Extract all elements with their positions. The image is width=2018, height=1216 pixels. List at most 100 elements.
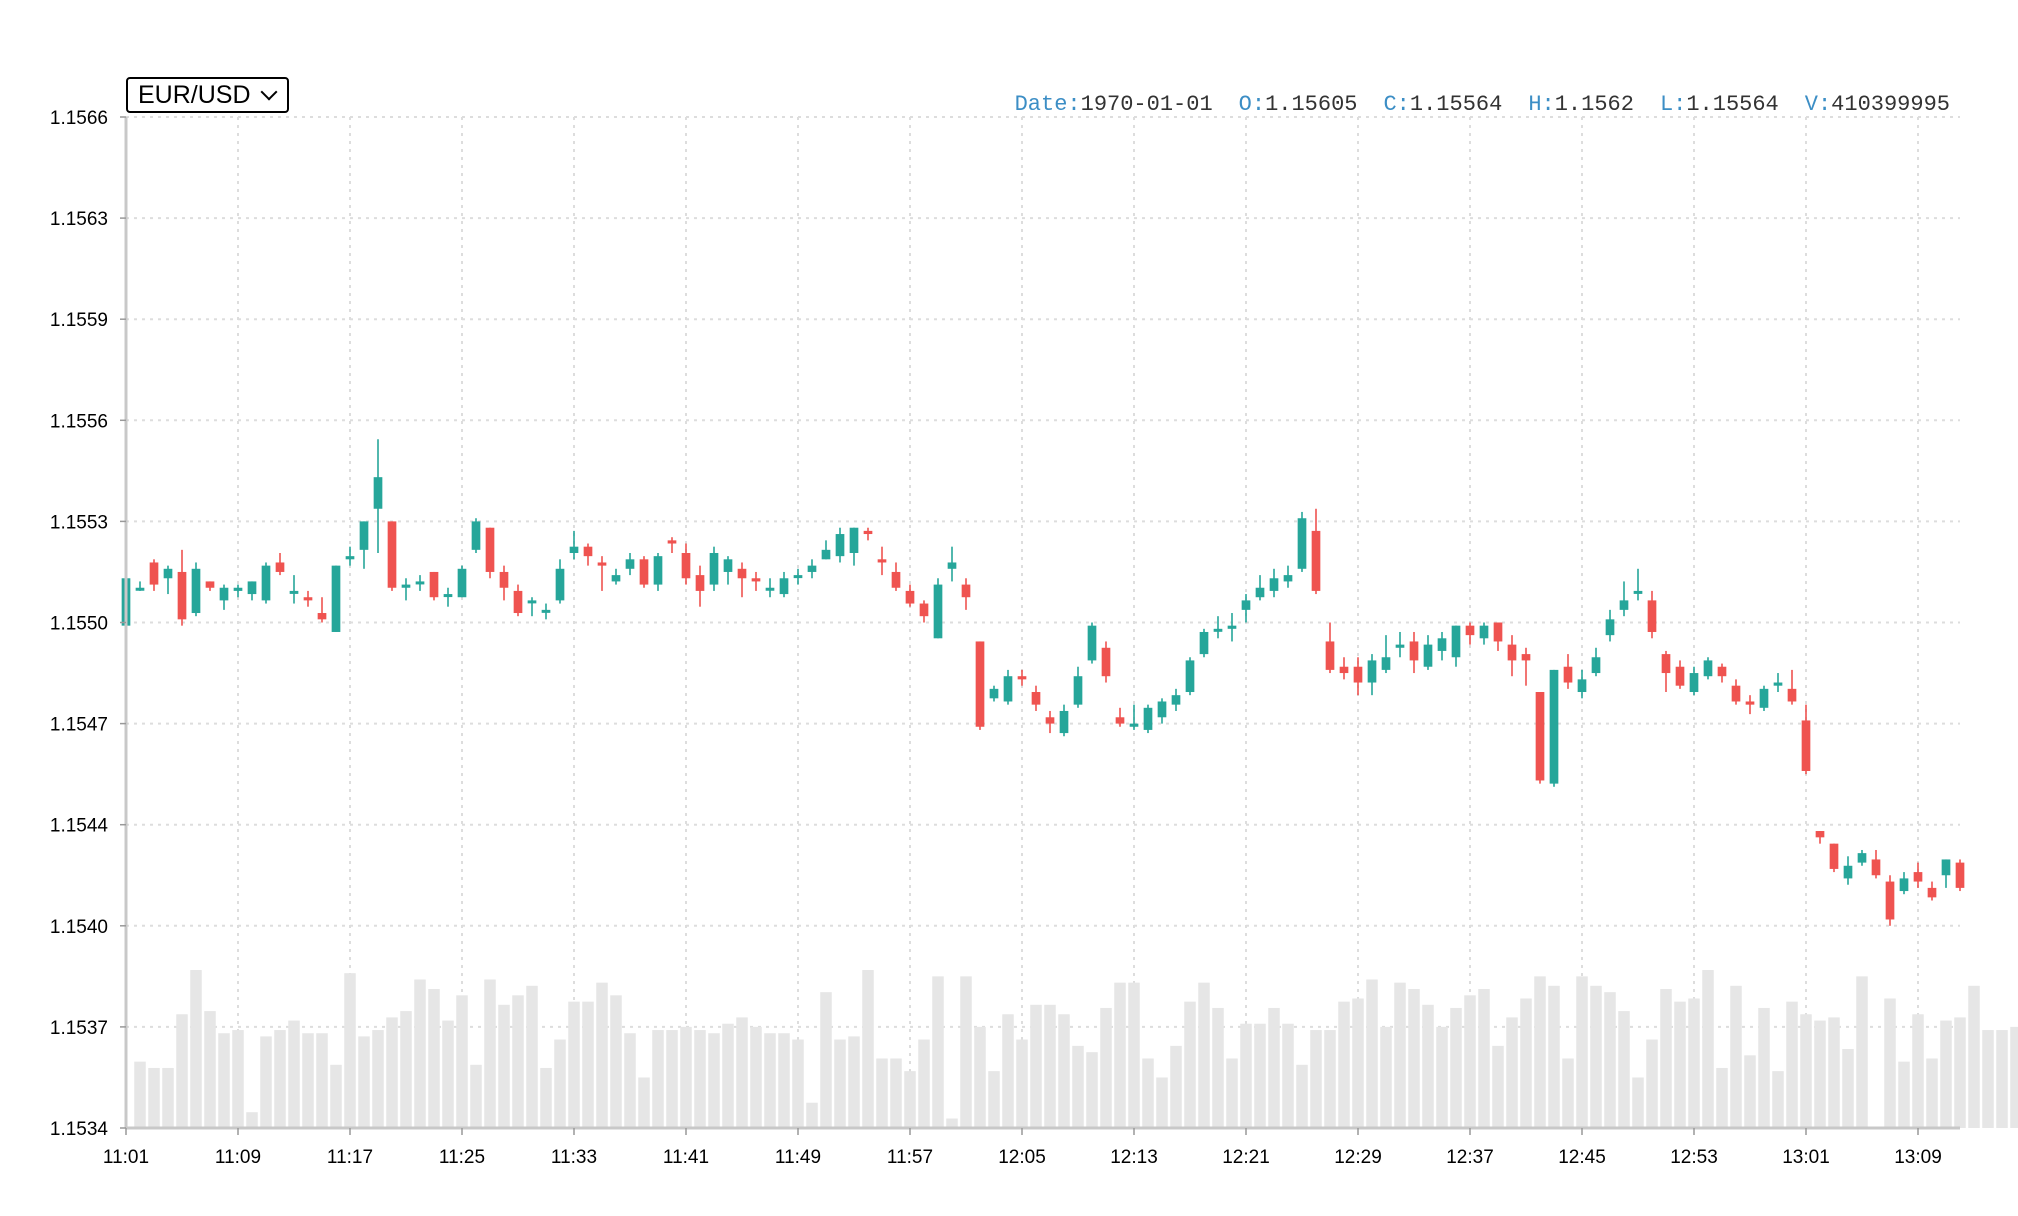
volume-bar <box>918 1039 930 1128</box>
volume-bar <box>1968 985 1980 1128</box>
volume-bar <box>988 1071 1000 1128</box>
candle-down <box>583 543 593 566</box>
volume-bar <box>1268 1007 1280 1128</box>
volume-bar <box>428 988 440 1128</box>
volume-bar <box>820 992 832 1128</box>
volume-bar <box>386 1017 398 1128</box>
volume-bar <box>1422 1004 1434 1128</box>
candle-up <box>191 562 201 617</box>
candle-down <box>149 559 159 591</box>
candle-body <box>653 556 663 585</box>
candle-down <box>1409 631 1419 674</box>
candle-up <box>331 565 341 632</box>
candle-down <box>1675 660 1685 689</box>
legend-close-value: 1.15564 <box>1409 92 1503 117</box>
candle-body <box>527 600 537 604</box>
volume-bar <box>1282 1023 1294 1128</box>
y-axis-ticks: 1.1566 1.1563 1.1559 1.1556 1.1553 1.1550 1.15… <box>50 108 126 1140</box>
volume-bar <box>1912 1014 1924 1128</box>
volume-bar <box>1940 1020 1952 1128</box>
candle-down <box>1927 881 1937 901</box>
candle-up <box>1773 673 1783 693</box>
candle-up <box>1381 635 1391 674</box>
candle-up <box>233 584 243 598</box>
volume-bar <box>610 995 622 1128</box>
candle-body <box>1619 600 1629 610</box>
volume-bar <box>1884 998 1896 1128</box>
candle-body <box>1577 679 1587 693</box>
volume-bar <box>750 1026 762 1128</box>
y-tick-label: 1.1559 <box>50 310 108 331</box>
volume-bar <box>134 1061 146 1128</box>
candle-body <box>625 559 635 569</box>
volume-bar <box>862 970 874 1128</box>
x-tick-label: 11:01 <box>103 1147 149 1168</box>
volume-bar <box>1212 1007 1224 1128</box>
volume-bar <box>176 1014 188 1128</box>
volume-bars <box>134 970 2018 1128</box>
volume-bar <box>1954 1017 1966 1128</box>
x-tick-label: 12:45 <box>1558 1147 1606 1168</box>
candle-body <box>1451 625 1461 658</box>
candle-body <box>1899 878 1909 892</box>
candle-body <box>1185 660 1195 693</box>
candle-body <box>289 590 299 594</box>
volume-bar <box>694 1030 706 1128</box>
volume-bar <box>848 1036 860 1128</box>
candle-body <box>261 565 271 601</box>
volume-bar <box>246 1112 258 1128</box>
candle-body <box>1115 717 1125 724</box>
volume-bar <box>1254 1023 1266 1128</box>
x-tick-label: 12:29 <box>1334 1147 1382 1168</box>
candle-body <box>1073 676 1083 705</box>
candle-body <box>933 584 943 639</box>
candle-body <box>1395 644 1405 648</box>
candle-up <box>1003 669 1013 705</box>
volume-bar <box>1590 985 1602 1128</box>
volume-bar <box>1450 1007 1462 1128</box>
volume-bar <box>1562 1058 1574 1128</box>
candle-down <box>1745 695 1755 715</box>
candle-body <box>205 581 215 588</box>
volume-bar <box>330 1064 342 1128</box>
candle-body <box>1339 666 1349 674</box>
volume-bar <box>778 1033 790 1128</box>
candle-body <box>1367 660 1377 683</box>
candle-up <box>1241 594 1251 623</box>
candle-body <box>1381 657 1391 670</box>
volume-bar <box>1618 1011 1630 1128</box>
candle-body <box>1675 666 1685 686</box>
volume-bar <box>1058 1014 1070 1128</box>
candle-body <box>345 556 355 560</box>
y-tick-label: 1.1544 <box>50 816 109 837</box>
volume-bar <box>1492 1045 1504 1128</box>
candle-up <box>1087 622 1097 664</box>
candle-body <box>765 587 775 591</box>
candle-body <box>1269 578 1279 591</box>
candle-down <box>1829 843 1839 873</box>
volume-bar <box>1730 985 1742 1128</box>
volume-bar <box>568 1001 580 1128</box>
volume-bar <box>1128 982 1140 1128</box>
volume-bar <box>736 1017 748 1128</box>
candle-body <box>163 568 173 579</box>
candle-body <box>723 559 733 572</box>
candle-body <box>1927 887 1937 898</box>
candle-up <box>989 685 999 702</box>
candle-up <box>709 546 719 591</box>
volume-bar <box>1814 1020 1826 1128</box>
candle-body <box>303 597 313 601</box>
ohlc-legend: Date:1970-01-01 O:1.15605 C:1.15564 H:1.156… <box>1015 92 1950 117</box>
candle-up <box>289 575 299 604</box>
candle-down <box>205 581 215 591</box>
y-tick-label: 1.1553 <box>50 512 108 533</box>
candle-body <box>569 546 579 553</box>
grid-lines <box>125 116 1960 1129</box>
candle-body <box>1843 865 1853 879</box>
volume-bar <box>1030 1004 1042 1128</box>
candle-up <box>1283 565 1293 588</box>
pair-selector-dropdown[interactable]: EUR/USD <box>126 77 289 113</box>
candle-body <box>177 571 187 620</box>
candle-body <box>331 565 341 632</box>
candle-body <box>149 562 159 585</box>
